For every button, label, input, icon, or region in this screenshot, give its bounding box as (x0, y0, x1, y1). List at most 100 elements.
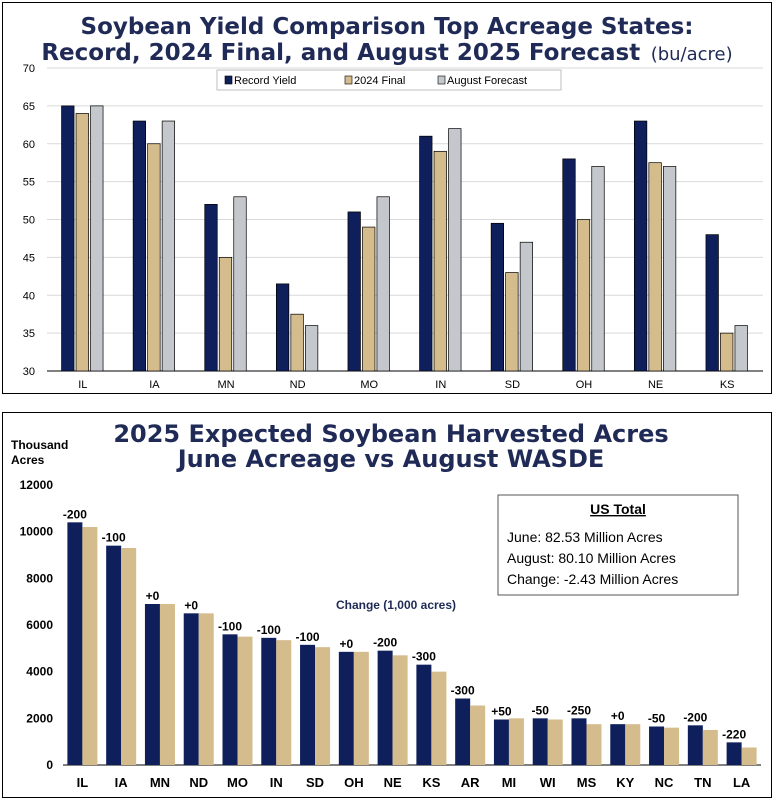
legend-swatch (437, 75, 446, 85)
bar-ne-june (377, 650, 393, 765)
chart-title-line1: 2025 Expected Soybean Harvested Acres (113, 420, 668, 448)
bar-mn-august-forecast (233, 196, 247, 372)
bar-oh-2024-final (576, 219, 591, 372)
us-total-change: Change: -2.43 Million Acres (507, 571, 678, 587)
y-tick-label: 70 (23, 63, 35, 75)
bar-il-august-forecast (90, 105, 104, 372)
y-tick-label: 60 (23, 139, 35, 151)
change-label-mi: +50 (491, 705, 512, 719)
change-annotation: Change (1,000 acres) (336, 598, 456, 612)
x-tick-label: OH (344, 775, 364, 790)
bar-oh-august (353, 651, 369, 765)
x-tick-label: MI (502, 775, 516, 790)
bar-oh-record-yield (562, 158, 576, 372)
change-label-in: -100 (257, 623, 281, 637)
legend-label: Record Yield (234, 75, 296, 87)
x-tick-label: SD (306, 775, 324, 790)
x-tick-label: MN (217, 379, 234, 391)
x-tick-label: NE (648, 379, 663, 391)
bar-ar-june (455, 698, 471, 765)
bar-in-august (276, 640, 292, 765)
harvested-acres-chart: 2025 Expected Soybean Harvested Acres Ju… (11, 420, 761, 790)
bar-ks-august (431, 671, 447, 765)
y-tick-label: 30 (23, 366, 35, 378)
bar-ne-august (392, 655, 408, 765)
x-tick-label: KS (422, 775, 440, 790)
x-tick-label: MN (150, 775, 170, 790)
bar-ms-june (571, 718, 587, 765)
y-tick-label: 6000 (26, 618, 53, 632)
bar-oh-august-forecast (591, 166, 605, 372)
change-label-oh: +0 (339, 637, 353, 651)
x-tick-label: NC (655, 775, 674, 790)
bar-sd-june (300, 644, 316, 765)
y-tick-label: 50 (23, 215, 35, 227)
bar-ks-june (416, 664, 432, 765)
legend-box (216, 69, 562, 91)
x-tick-label: MO (227, 775, 248, 790)
bar-in-june (261, 637, 277, 765)
chart-title-line2-group: Record, 2024 Final, and August 2025 Fore… (41, 40, 732, 66)
y-tick-label: 0 (46, 758, 53, 772)
x-tick-label: WI (540, 775, 556, 790)
x-tick-label: OH (576, 379, 593, 391)
y-tick-label: 12000 (20, 478, 54, 492)
x-tick-label: MS (577, 775, 597, 790)
change-label-nc: -50 (648, 712, 666, 726)
bar-wi-june (532, 718, 548, 765)
bar-mo-june (222, 634, 238, 765)
x-tick-label: ND (290, 379, 306, 391)
bar-wi-august (547, 719, 563, 765)
y-axis-label-line2: Acres (11, 453, 45, 467)
change-label-ar: -300 (451, 684, 475, 698)
change-label-la: -220 (722, 727, 746, 741)
bar-nc-june (649, 726, 665, 765)
y-tick-label: 55 (23, 177, 35, 189)
y-tick-label: 65 (23, 101, 35, 113)
bar-mn-august (159, 604, 175, 765)
us-total-june: June: 82.53 Million Acres (507, 529, 663, 545)
bar-nc-august (664, 727, 680, 765)
y-tick-label: 10000 (20, 525, 54, 539)
bar-ky-august (625, 724, 641, 765)
y-tick-label: 40 (23, 290, 35, 302)
bar-il-june (67, 522, 83, 765)
change-label-ne: -200 (373, 636, 397, 650)
y-tick-label: 45 (23, 252, 35, 264)
bar-ia-august (121, 548, 137, 765)
chart-title-line2: June Acreage vs August WASDE (176, 445, 605, 473)
chart-title-unit: (bu/acre) (651, 44, 733, 65)
bar-ks-2024-final (720, 332, 734, 372)
x-tick-label: TN (694, 775, 711, 790)
x-tick-label: MO (360, 379, 378, 391)
x-tick-label: IA (149, 379, 160, 391)
x-tick-label: AR (461, 775, 480, 790)
bar-ia-2024-final (147, 143, 161, 372)
x-tick-label: IL (78, 379, 87, 391)
x-tick-label: IN (435, 379, 446, 391)
bar-ne-august-forecast (662, 166, 677, 372)
bar-nd-august (198, 613, 214, 765)
y-tick-label: 8000 (26, 571, 53, 585)
bar-in-2024-final (433, 150, 447, 372)
bar-il-2024-final (75, 113, 89, 372)
legend-swatch (344, 75, 353, 85)
bar-ia-august-forecast (161, 120, 175, 372)
y-tick-label: 4000 (26, 665, 53, 679)
bar-mn-2024-final (218, 257, 233, 372)
bar-ne-record-yield (633, 120, 648, 372)
change-label-nd: +0 (184, 598, 198, 612)
bar-il-august (82, 527, 98, 765)
us-total-box-border (497, 494, 739, 596)
change-label-il: -200 (63, 507, 87, 521)
bar-ar-august (470, 705, 486, 765)
bar-il-record-yield (61, 105, 75, 372)
bar-la-june (726, 742, 742, 765)
legend-label: August Forecast (447, 75, 527, 87)
x-tick-label: KS (720, 379, 735, 391)
bar-sd-august-forecast (519, 241, 534, 372)
bar-ks-record-yield (705, 234, 719, 372)
bar-mo-2024-final (362, 226, 376, 372)
change-label-tn: -200 (683, 710, 707, 724)
bar-mo-august-forecast (376, 196, 390, 372)
